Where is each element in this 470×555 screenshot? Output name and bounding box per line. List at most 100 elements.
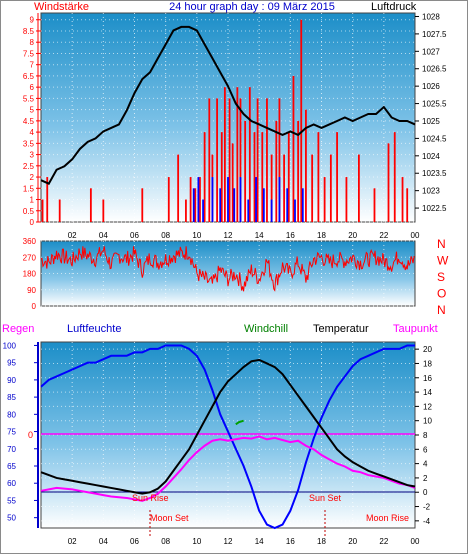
time-tick-label: 04 [99,537,108,546]
pressure-line [40,25,416,185]
wind-direction-trace [40,246,415,292]
wind-speed-tick-label: 2.5 [23,162,35,171]
direction-tick-label: 0 [32,302,37,311]
pressure-tick-label: 1025 [422,117,440,126]
time-tick-label: 20 [348,537,357,546]
wind-gust-bar [192,188,195,222]
wind-speed-bar [266,98,268,222]
compass-letter: S [437,270,445,284]
wind-speed-bar [141,188,144,222]
wind-gust-bar [197,177,200,222]
temperature-tick-label: -4 [423,517,431,526]
temperature-tick-label: 16 [423,374,432,383]
wind-speed-bar [199,177,201,222]
humidity-tick-label: 100 [3,341,17,350]
wind-speed-bar [311,154,314,222]
temperature-tick-label: 6 [423,445,428,454]
temperature-tick-label: 14 [423,388,432,397]
time-tick-label: 16 [286,231,295,240]
legend-windchill: Windchill [244,323,288,335]
sun-set-label: Sun Set [309,493,342,503]
wind-pressure-panel: 0 0.5 1 1.5 2 2.5 3 3.5 4 4.5 5 5.5 6 6.5 7 7.5 8 8.5 9 10… [23,12,447,240]
wind-gust-bar [211,177,214,222]
wind-speed-bar [167,177,170,222]
wind-speed-bar [239,98,242,222]
wind-speed-bar [223,87,226,223]
temperature-tick-label: 18 [423,359,432,368]
regen-axis-label: Regen [2,323,34,335]
direction-degree-ticks: 0 90 180 270 360 [23,237,37,311]
time-tick-label: 16 [286,537,295,546]
humidity-tick-label: 85 [7,393,16,402]
rain-zero-label: 0 [28,430,33,440]
humidity-tick-label: 55 [7,496,16,505]
wind-speed-bar [41,199,44,222]
wind-speed-tick-label: 3 [30,151,35,160]
windchill-line [235,419,244,426]
legend-taupunkt: Taupunkt [393,323,438,335]
wind-speed-bar [244,120,247,222]
wind-speed-tick-label: 4 [30,128,35,137]
time-tick-label: 08 [161,231,170,240]
wind-gust-bar [286,188,289,222]
wind-speed-bar [177,154,180,222]
wind-speed-bar [194,188,197,222]
wind-speed-tick-label: 8.5 [23,27,35,36]
wind-speed-bar [208,98,211,222]
time-tick-label: 18 [317,537,326,546]
humidity-tick-label: 65 [7,462,16,471]
wind-gust-bar [262,188,265,222]
wind-speed-tick-label: 7.5 [23,49,35,58]
wind-speed-bar [236,87,239,223]
compass-letter: O [437,287,446,301]
sun-moon-annotations: Sun Rise Sun Set Moon Set Moon Rise [132,493,409,536]
pressure-tick-label: 1025.5 [422,100,447,109]
temperature-tick-label: 4 [423,460,428,469]
wind-speed-tick-label: 2 [30,173,35,182]
luftdruck-axis-label: Luftdruck [371,1,417,13]
wind-gust-bar [294,199,296,222]
humidity-temperature-panel: 0 Sun Rise Sun Set Moon Set Moon Rise 50… [3,341,433,546]
pressure-ticks: 1022.5 1023 1023.5 1024 1024.5 1025 1025.5 1026… [415,12,447,213]
temperature-tick-label: 0 [423,488,428,497]
wind-speed-tick-label: 4.5 [23,117,35,126]
compass-letter: N [437,303,446,317]
wind-speed-bar [336,132,338,222]
time-ticks-top: 02 04 06 08 10 12 14 16 18 20 22 00 [68,231,420,240]
temperature-tick-label: 12 [423,402,432,411]
humidity-line [40,344,415,530]
wind-speed-bar [323,177,326,222]
windstaerke-axis-label: Windstärke [34,1,89,13]
temperature-tick-label: -2 [423,503,431,512]
time-tick-label: 00 [411,231,420,240]
wind-speed-bar [228,98,231,222]
time-tick-label: 06 [130,537,139,546]
wind-speed-bar [387,143,390,222]
wind-speed-tick-label: 7 [30,61,35,70]
time-tick-label: 12 [224,537,233,546]
wind-speed-bar [283,154,285,222]
wind-speed-bar [287,132,290,222]
wind-speed-bar [393,132,396,222]
wind-speed-bar [220,132,223,222]
wind-speed-ticks: 0 0.5 1 1.5 2 2.5 3 3.5 4 4.5 5 5.5 6 6.5 7 7.5 8 8.5 9 [23,13,41,227]
legend-temperatur: Temperatur [313,323,369,335]
wind-speed-bar [305,109,307,222]
wind-speed-bar [46,177,49,222]
wind-speed-bar [248,87,251,223]
time-tick-label: 10 [192,537,201,546]
time-tick-label: 06 [130,231,139,240]
wind-speed-tick-label: 3.5 [23,139,35,148]
wind-speed-bar [89,188,92,222]
wind-speed-tick-label: 5 [30,106,35,115]
chart-title: 24 hour graph day : 09 März 2015 [169,1,335,13]
pressure-tick-label: 1023.5 [422,169,447,178]
time-tick-label: 04 [99,231,108,240]
sun-rise-label: Sun Rise [132,493,169,503]
temperature-line [40,358,416,495]
time-tick-label: 20 [348,231,357,240]
wind-speed-bar [345,177,348,222]
